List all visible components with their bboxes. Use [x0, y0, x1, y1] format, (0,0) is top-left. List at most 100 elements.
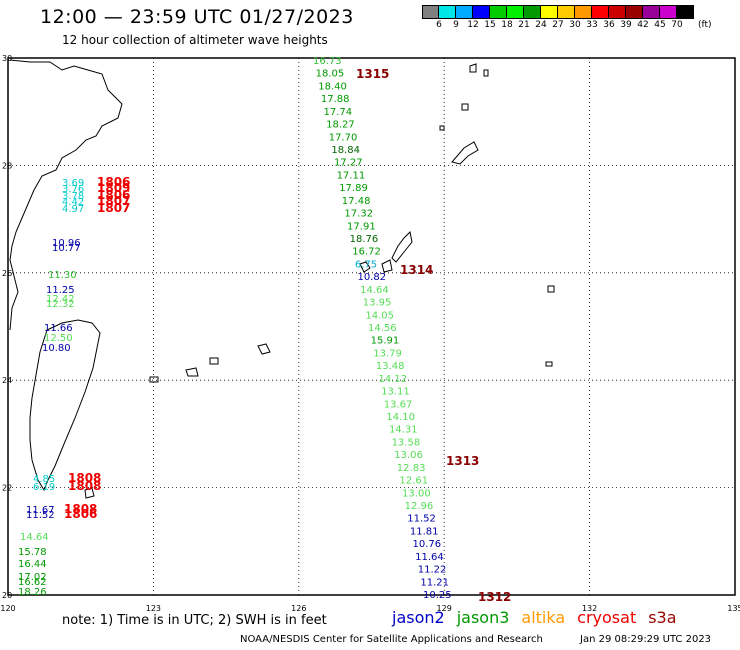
- wave-height-label: 4.42: [62, 197, 84, 208]
- color-legend: 6 9 12 15 18 21 24 27 30 33 36 39 42 45 70 (ft): [422, 5, 712, 31]
- y-tick-label: 28: [2, 161, 12, 170]
- page-title: 12:00 — 23:59 UTC 01/27/2023: [40, 6, 354, 28]
- wave-height-label: 10.96: [52, 238, 81, 249]
- wave-height-label: 18.76: [350, 234, 379, 245]
- wave-height-label: 13.67: [384, 399, 413, 410]
- footer-date: Jan 29 08:29:29 UTC 2023: [580, 634, 712, 645]
- legend-swatch: [626, 5, 643, 19]
- china-coastline: [9, 59, 123, 331]
- y-tick-label: 26: [2, 269, 12, 278]
- wave-height-label: 3.69: [62, 178, 84, 189]
- satellite-s3a: s3a: [648, 608, 677, 627]
- legend-swatch: [490, 5, 507, 19]
- map-frame: [7, 57, 736, 596]
- x-tick-label: 135: [727, 604, 740, 613]
- wave-height-label: 12.50: [44, 333, 73, 344]
- legend-label: 36: [603, 20, 615, 30]
- wave-height-label: 14.12: [378, 374, 407, 385]
- wave-height-label: 18.26: [18, 587, 47, 598]
- wave-height-label: 17.48: [342, 196, 371, 207]
- wave-height-label: 13.06: [394, 450, 423, 461]
- wave-height-label: 11.67: [26, 505, 55, 516]
- legend-label: 15: [484, 20, 496, 30]
- legend-swatch: [558, 5, 575, 19]
- satellite-jason3: jason3: [456, 608, 510, 627]
- pass-labels: 1315 1314 1313 1312: [356, 67, 511, 604]
- wave-height-label: 17.11: [337, 170, 366, 181]
- wave-height-label: 17.32: [344, 209, 373, 220]
- coastline-layer: [9, 59, 555, 499]
- legend-label: 33: [586, 20, 598, 30]
- wave-height-label: 11.21: [420, 577, 449, 588]
- wave-height-label: 16.72: [352, 247, 381, 258]
- footer-note: note: 1) Time is in UTC; 2) SWH is in fe…: [62, 613, 327, 628]
- pass-number-label: 1313: [446, 454, 479, 468]
- wave-height-label: 6.19: [33, 482, 55, 493]
- wave-height-label: 13.48: [376, 361, 405, 372]
- wave-height-label: 11.22: [418, 565, 447, 576]
- legend-swatch: [575, 5, 592, 19]
- wave-height-label: 4.85: [33, 474, 55, 485]
- legend-label: 39: [620, 20, 632, 30]
- pass-number-label: 1315: [356, 67, 389, 81]
- wave-height-label: 11.64: [415, 552, 444, 563]
- wave-height-label: 16.73: [313, 56, 342, 67]
- legend-label: 12: [467, 20, 479, 30]
- wave-height-label: 6.75: [355, 259, 377, 270]
- wave-height-label: 10.82: [358, 272, 387, 283]
- wave-height-label: 17.27: [334, 158, 363, 169]
- wave-height-label: 1806: [64, 507, 97, 521]
- wave-height-label: 17.70: [329, 132, 358, 143]
- legend-swatch: [507, 5, 524, 19]
- pass-number-label: 1312: [478, 590, 511, 604]
- wave-height-label: 13.95: [363, 298, 392, 309]
- legend-swatch: [422, 5, 439, 19]
- wave-height-label: 1807: [97, 194, 130, 208]
- tokara-islands: [439, 63, 489, 131]
- legend-label: 42: [637, 20, 649, 30]
- wave-height-label: 13.00: [402, 488, 431, 499]
- wave-height-label: 14.05: [365, 310, 394, 321]
- okinawa-small-islands: [359, 259, 393, 273]
- wave-height-label: 13.58: [392, 437, 421, 448]
- legend-swatch: [541, 5, 558, 19]
- wave-height-label: 17.88: [321, 94, 350, 105]
- wave-height-label: 1807: [97, 201, 130, 215]
- legend-swatch: [473, 5, 490, 19]
- lat-lon-grid: [8, 58, 735, 595]
- iriomote-island: [209, 357, 219, 365]
- wave-height-label: 17.91: [347, 221, 376, 232]
- wave-height-label: 14.10: [386, 412, 415, 423]
- okinawa-coastline: [391, 230, 413, 263]
- legend-label: 6: [436, 20, 442, 30]
- page-subtitle: 12 hour collection of altimeter wave hei…: [62, 33, 328, 47]
- satellite-cryosat: cryosat: [577, 608, 637, 627]
- legend-label: 24: [535, 20, 547, 30]
- legend-swatch: [660, 5, 677, 19]
- wave-height-label: 12.96: [405, 501, 434, 512]
- wave-height-label: 10.80: [42, 343, 71, 354]
- wave-height-label: 12.83: [397, 463, 426, 474]
- wave-height-label: 18.27: [326, 120, 355, 131]
- legend-swatch: [643, 5, 660, 19]
- x-tick-label: 120: [0, 604, 15, 613]
- pass-number-label: 1314: [400, 263, 433, 277]
- wave-height-label: 1806: [97, 175, 130, 189]
- y-tick-label: 20: [2, 591, 12, 600]
- wave-height-label: 18.40: [318, 81, 347, 92]
- wave-height-label: 16.62: [18, 577, 47, 588]
- wave-height-label: 1808: [68, 479, 101, 493]
- legend-label: 45: [654, 20, 666, 30]
- wave-height-label: 17.89: [339, 183, 368, 194]
- x-tick-label: 126: [291, 604, 306, 613]
- wave-height-label: 3.78: [62, 191, 84, 202]
- wave-height-label: 18.84: [331, 145, 360, 156]
- wave-height-label: 4.97: [62, 204, 84, 215]
- wave-height-label: 12.32: [46, 299, 75, 310]
- wave-height-label: 11.30: [48, 270, 77, 281]
- wave-height-label: 14.64: [360, 285, 389, 296]
- wave-height-label: 10.77: [52, 243, 81, 254]
- wave-height-label: 16.44: [18, 559, 47, 570]
- wave-height-label: 1808: [64, 502, 97, 516]
